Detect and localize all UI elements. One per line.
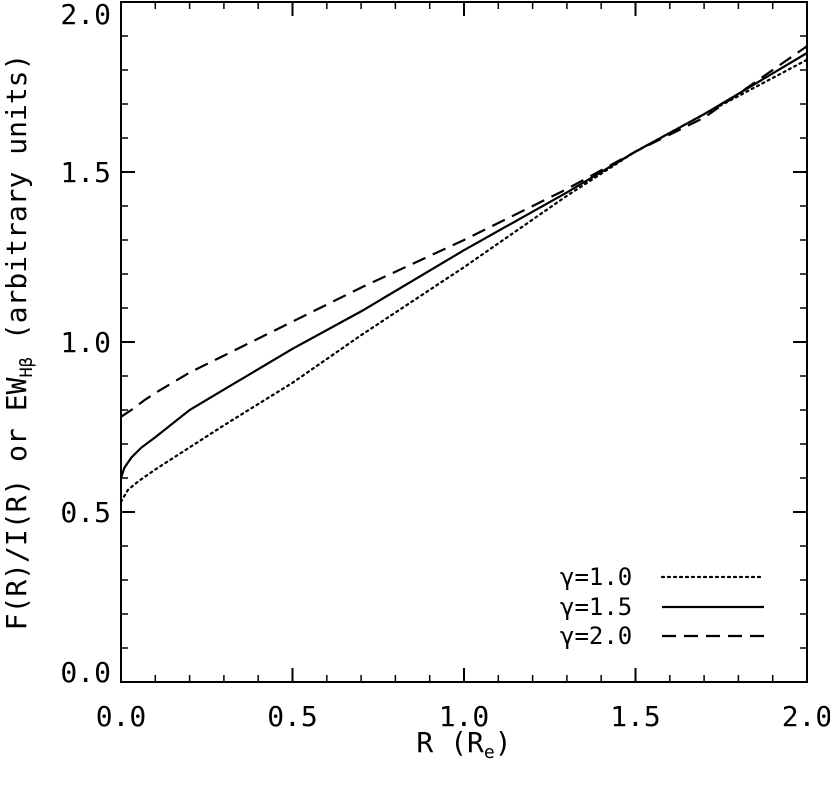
plot-frame (120, 1, 808, 683)
series-line-dotted (119, 58, 809, 503)
x-tick-label: 1.5 (610, 700, 661, 733)
legend-label: γ=1.5 (560, 593, 632, 621)
x-tick-label: 0.5 (267, 700, 318, 733)
y-axis-title: F(R)/I(R) or EWHβ (arbitrary units) (0, 54, 37, 631)
y-tick-label: 1.0 (60, 326, 111, 359)
y-tick-label: 2.0 (60, 0, 111, 31)
y-axis-title-subscript: Hβ (17, 357, 37, 377)
legend-label: γ=1.0 (560, 563, 632, 591)
x-tick-label: 2.0 (782, 700, 830, 733)
x-tick-label: 0.0 (96, 700, 147, 733)
x-axis-title-subscript: e (484, 742, 495, 763)
y-tick-label: 0.0 (60, 656, 111, 689)
y-tick-label: 0.5 (60, 496, 111, 529)
y-tick-label: 1.5 (60, 156, 111, 189)
x-tick-label: 1.0 (439, 700, 490, 733)
x-axis-title: R (Re) (416, 726, 511, 763)
series-line-solid (119, 52, 808, 479)
series-line-dashed (120, 45, 808, 418)
legend-label: γ=2.0 (560, 622, 632, 650)
